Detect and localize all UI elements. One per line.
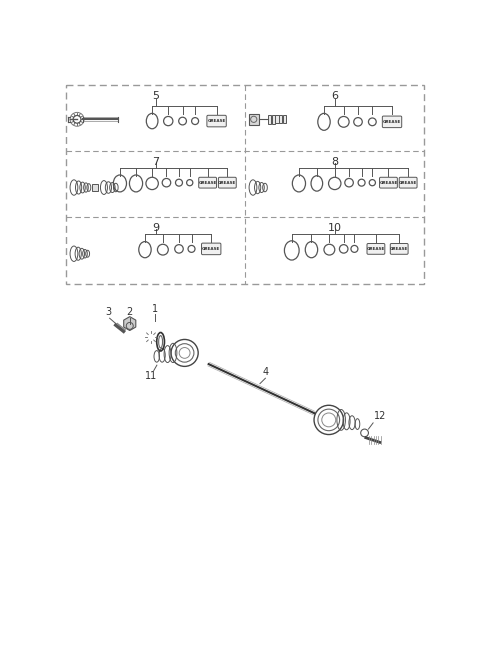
Text: GREASE: GREASE bbox=[207, 119, 226, 123]
FancyBboxPatch shape bbox=[399, 177, 417, 188]
Text: GREASE: GREASE bbox=[202, 247, 220, 251]
FancyBboxPatch shape bbox=[207, 115, 226, 127]
Text: 8: 8 bbox=[331, 157, 338, 167]
FancyBboxPatch shape bbox=[390, 243, 408, 255]
FancyBboxPatch shape bbox=[272, 115, 275, 124]
Text: 2: 2 bbox=[127, 308, 133, 318]
Text: GREASE: GREASE bbox=[198, 180, 217, 185]
FancyBboxPatch shape bbox=[268, 115, 271, 124]
FancyBboxPatch shape bbox=[199, 177, 216, 188]
Text: GREASE: GREASE bbox=[367, 247, 385, 251]
Text: 6: 6 bbox=[331, 91, 338, 101]
Text: 3: 3 bbox=[105, 308, 111, 318]
FancyBboxPatch shape bbox=[249, 114, 259, 125]
Text: GREASE: GREASE bbox=[390, 247, 408, 251]
FancyBboxPatch shape bbox=[202, 243, 221, 255]
Text: 5: 5 bbox=[152, 91, 159, 101]
Bar bbox=[66, 85, 424, 283]
Text: 1: 1 bbox=[152, 304, 157, 314]
FancyBboxPatch shape bbox=[383, 116, 402, 128]
FancyBboxPatch shape bbox=[218, 177, 236, 188]
Text: GREASE: GREASE bbox=[379, 180, 397, 185]
Text: 4: 4 bbox=[262, 367, 268, 377]
FancyBboxPatch shape bbox=[283, 115, 286, 123]
Text: GREASE: GREASE bbox=[399, 180, 417, 185]
FancyBboxPatch shape bbox=[276, 115, 278, 123]
Text: 11: 11 bbox=[145, 371, 157, 381]
Text: 7: 7 bbox=[152, 157, 159, 167]
FancyBboxPatch shape bbox=[380, 177, 397, 188]
Text: GREASE: GREASE bbox=[383, 120, 401, 124]
FancyBboxPatch shape bbox=[92, 184, 98, 191]
Text: GREASE: GREASE bbox=[218, 180, 237, 185]
Text: 10: 10 bbox=[328, 224, 342, 234]
Text: 9: 9 bbox=[152, 224, 159, 234]
FancyBboxPatch shape bbox=[367, 243, 385, 255]
FancyBboxPatch shape bbox=[279, 115, 282, 123]
Polygon shape bbox=[124, 317, 136, 331]
Text: 12: 12 bbox=[374, 411, 386, 421]
